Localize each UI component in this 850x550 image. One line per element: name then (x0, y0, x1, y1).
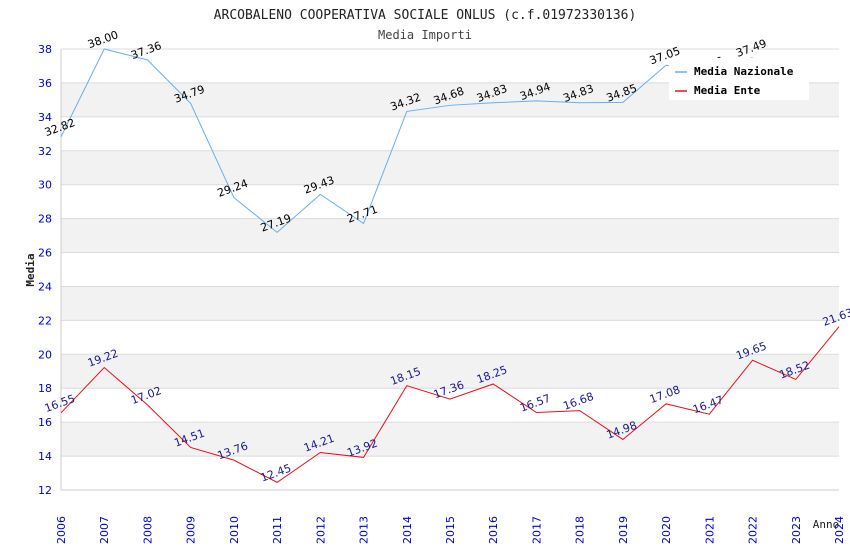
chart-subtitle: Media Importi (378, 28, 472, 42)
data-label: 16.68 (561, 390, 595, 413)
y-tick-label: 16 (38, 416, 52, 429)
grid-band (61, 354, 839, 389)
y-tick-label: 38 (38, 43, 52, 56)
y-tick-label: 36 (38, 77, 52, 90)
series-line-nazionale (60, 48, 753, 234)
y-tick-label: 24 (38, 280, 52, 293)
x-tick-label: 2008 (141, 516, 154, 544)
x-tick-label: 2020 (660, 516, 673, 544)
data-label: 16.47 (691, 393, 725, 416)
y-tick-label: 26 (38, 247, 52, 260)
x-tick-label: 2022 (747, 516, 760, 544)
y-tick-label: 14 (38, 450, 52, 463)
data-label: 37.49 (734, 37, 768, 60)
x-axis-label: Anno (813, 518, 840, 531)
x-tick-label: 2024 (833, 516, 846, 544)
data-label: 37.36 (129, 39, 163, 62)
x-tick-label: 2016 (487, 516, 500, 544)
x-tick-label: 2007 (98, 516, 111, 544)
data-label: 12.45 (259, 462, 293, 485)
y-axis-label: Media (24, 253, 37, 286)
legend: Media Nazionale Media Ente (669, 58, 809, 100)
x-tick-label: 2006 (55, 516, 68, 544)
x-tick-label: 2014 (401, 516, 414, 544)
y-tick-label: 30 (38, 179, 52, 192)
y-tick-label: 32 (38, 145, 52, 158)
series-lines (60, 48, 840, 483)
data-label: 16.55 (43, 392, 77, 415)
x-tick-label: 2023 (790, 516, 803, 544)
y-tick-label: 12 (38, 484, 52, 497)
x-tick-label: 2012 (314, 516, 327, 544)
data-label: 38.00 (86, 28, 120, 51)
x-tick-label: 2015 (444, 516, 457, 544)
grid-band (61, 286, 839, 321)
x-tick-label: 2021 (703, 516, 716, 544)
x-tick-label: 2009 (185, 516, 198, 544)
legend-label-nazionale: Media Nazionale (694, 65, 794, 78)
chart-title: ARCOBALENO COOPERATIVA SOCIALE ONLUS (c.… (214, 8, 637, 23)
legend-box (669, 58, 809, 100)
grid-band (61, 150, 839, 185)
y-tick-label: 28 (38, 213, 52, 226)
legend-label-ente: Media Ente (694, 84, 761, 97)
grid-band (61, 218, 839, 253)
x-tick-label: 2010 (228, 516, 241, 544)
series-line-ente (60, 326, 840, 483)
grid-bands (61, 48, 839, 491)
y-tick-label: 22 (38, 314, 52, 327)
x-tick-label: 2011 (271, 516, 284, 544)
x-tick-label: 2013 (358, 516, 371, 544)
y-tick-label: 20 (38, 348, 52, 361)
y-tick-label: 34 (38, 111, 52, 124)
x-tick-label: 2018 (574, 516, 587, 544)
x-tick-label: 2017 (530, 516, 543, 544)
y-tick-label: 18 (38, 382, 52, 395)
x-tick-label: 2019 (617, 516, 630, 544)
grid-band (61, 422, 839, 457)
